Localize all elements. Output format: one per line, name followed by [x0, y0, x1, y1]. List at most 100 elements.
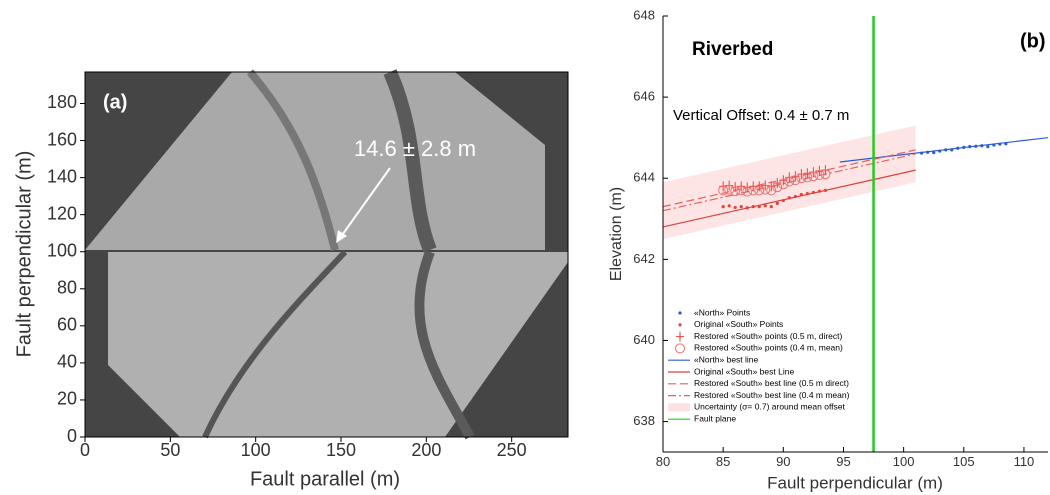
legend-label: Restored «South» best line (0.4 m mean): [694, 390, 850, 400]
point: [802, 172, 813, 183]
legend-label: Uncertainty (σ= 0.7) around mean offset: [694, 402, 845, 412]
chart-title: Riverbed: [692, 39, 773, 60]
point: [748, 185, 759, 196]
x-tick-label: 105: [953, 454, 975, 469]
x-tick-label: 95: [836, 454, 850, 469]
point: [938, 149, 942, 153]
channel-edge: [202, 249, 348, 439]
x-tick-label: 50: [160, 440, 180, 460]
point: [784, 176, 795, 187]
annotation: 14.6 ± 2.8 m: [354, 136, 476, 161]
y-tick-label: 140: [47, 166, 77, 186]
legend-label: Restored «South» points (0.4 m, mean): [694, 343, 843, 353]
point: [736, 185, 747, 196]
y-tick-label: 640: [633, 332, 655, 347]
legend-swatch: [668, 403, 690, 412]
channel-edge: [383, 69, 437, 253]
x-tick-label: 80: [656, 454, 670, 469]
point: [799, 192, 803, 197]
annotation-arrow: [339, 167, 391, 239]
plot-area: [662, 16, 1049, 452]
y-tick-label: 180: [47, 92, 77, 112]
y-tick-label: 160: [47, 129, 77, 149]
point: [730, 186, 741, 197]
point: [790, 175, 801, 186]
legend: «North» Points Original «South» Points Res…: [668, 307, 850, 423]
legend-label: «North» Points: [694, 307, 750, 317]
panel-b: Riverbed (b) Vertical Offset: 0.4 ± 0.7 …: [608, 7, 1049, 492]
point: [962, 145, 966, 150]
point: [742, 186, 753, 197]
x-tick-label: 150: [326, 440, 356, 460]
point: [956, 146, 960, 150]
point: [974, 144, 978, 148]
point: [754, 185, 765, 196]
point: [718, 185, 729, 196]
point: [763, 204, 767, 208]
point: [751, 205, 755, 209]
y-tick-label: 642: [633, 251, 655, 266]
x-tick-label: 100: [241, 440, 271, 460]
x-tick-label: 200: [411, 440, 441, 460]
y-tick-label: 80: [57, 278, 77, 298]
legend-label: Fault plane: [694, 413, 736, 423]
point: [675, 343, 685, 354]
y-tick-label: 646: [633, 89, 655, 104]
point: [775, 201, 779, 205]
legend-label: Restored «South» best line (0.5 m direct…: [694, 378, 849, 388]
point: [676, 331, 684, 342]
x-tick-label: 85: [716, 454, 730, 469]
point: [778, 179, 789, 190]
y-axis-label: Elevation (m): [608, 187, 625, 281]
x-tick-label: 90: [776, 454, 790, 469]
point: [992, 143, 996, 147]
x-tick-label: 110: [1014, 454, 1035, 469]
point: [739, 205, 743, 209]
legend-label: «North» best line: [694, 354, 759, 364]
best-line: [662, 149, 916, 208]
point: [808, 171, 819, 182]
panel-label: (b): [1020, 30, 1046, 52]
legend-label: Original «South» Points: [694, 319, 783, 329]
y-tick-label: 20: [57, 389, 77, 409]
point: [1004, 142, 1008, 146]
point: [920, 151, 924, 155]
channel-edge: [246, 69, 339, 251]
point: [678, 311, 682, 315]
point: [823, 188, 828, 192]
y-tick-label: 638: [633, 413, 655, 428]
y-tick-label: 120: [47, 203, 77, 223]
point: [968, 144, 972, 149]
x-axis-label: Fault parallel (m): [250, 468, 400, 490]
arrow-head: [336, 230, 347, 243]
point: [678, 323, 682, 327]
point: [781, 198, 785, 203]
point: [760, 184, 771, 195]
point: [932, 151, 936, 155]
point: [796, 173, 807, 184]
legend-label: Restored «South» points (0.5 m, direct): [694, 331, 843, 341]
point: [733, 205, 737, 210]
y-tick-label: 644: [633, 170, 655, 185]
y-tick-label: 40: [57, 352, 77, 372]
point: [769, 205, 773, 209]
point: [814, 169, 825, 180]
panel-a: 14.6 ± 2.8 m (a) Fault parallel (m) Faul…: [13, 69, 569, 490]
point: [766, 185, 777, 196]
point: [757, 205, 761, 209]
x-tick-label: 100: [893, 454, 915, 469]
point: [817, 189, 822, 193]
point: [805, 192, 809, 196]
point: [820, 169, 831, 180]
point: [772, 182, 783, 193]
point: [793, 194, 797, 199]
point: [950, 148, 954, 152]
axes-frame: [84, 71, 569, 438]
y-tick-label: 100: [47, 240, 77, 260]
y-tick-label: 60: [57, 315, 77, 335]
point: [944, 148, 948, 152]
point: [745, 206, 749, 210]
x-tick-label: 0: [80, 440, 90, 460]
x-axis-label: Fault perpendicular (m): [767, 473, 943, 492]
